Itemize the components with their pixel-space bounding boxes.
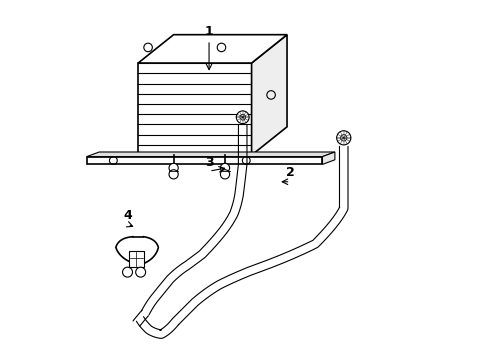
Text: 2: 2 [285,166,294,179]
Polygon shape [86,157,322,165]
Polygon shape [138,63,251,155]
Polygon shape [251,35,286,155]
FancyBboxPatch shape [129,251,143,267]
Polygon shape [322,152,334,165]
Circle shape [236,111,248,123]
Circle shape [135,267,145,277]
Text: 4: 4 [123,209,132,222]
Circle shape [169,170,178,179]
Circle shape [220,170,229,179]
Text: 1: 1 [204,24,213,38]
Polygon shape [138,35,286,63]
Text: 3: 3 [204,156,213,169]
Circle shape [220,163,229,172]
Polygon shape [86,152,334,157]
Circle shape [122,267,132,277]
Circle shape [336,131,350,145]
Circle shape [169,163,178,172]
